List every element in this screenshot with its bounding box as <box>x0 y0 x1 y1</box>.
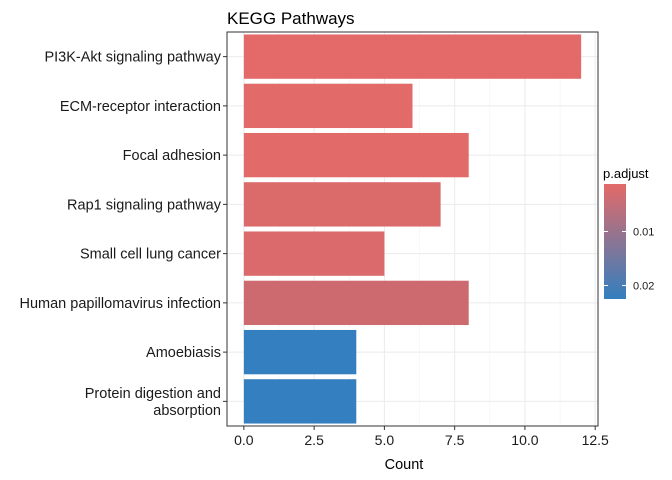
bar <box>243 329 357 375</box>
y-tick-label: Protein digestion and absorption <box>85 386 221 419</box>
bar <box>243 379 357 424</box>
plot-border <box>226 31 599 427</box>
bar <box>243 34 582 79</box>
bars <box>243 34 582 424</box>
x-tick-label: 0.0 <box>234 432 254 448</box>
legend-colorbar <box>604 184 626 299</box>
legend-title: p.adjust <box>603 166 649 181</box>
legend-ticks: 0.01 0.02 <box>604 227 654 293</box>
y-tick-label: Small cell lung cancer <box>80 247 221 263</box>
y-tick-label: PI3K-Akt signaling pathway <box>44 50 221 66</box>
x-axis-label: Count <box>385 457 424 473</box>
legend-tick-label: 0.01 <box>633 227 654 239</box>
bar <box>243 182 441 227</box>
legend-tick-label: 0.02 <box>633 281 654 293</box>
x-tick-label: 10.0 <box>511 432 538 448</box>
y-tick-label: Rap1 signaling pathway <box>67 197 222 213</box>
x-tick-label: 5.0 <box>375 432 395 448</box>
axes: 0.0 2.5 5.0 7.5 10.0 12.5 PI3K-Akt signaling p… <box>20 50 610 448</box>
x-tick-label: 12.5 <box>582 432 609 448</box>
y-tick-label: Focal adhesion <box>123 148 221 164</box>
x-tick-label: 7.5 <box>445 432 465 448</box>
y-tick-label: ECM-receptor interaction <box>60 99 221 115</box>
bar <box>243 231 385 276</box>
chart-title: KEGG Pathways <box>227 9 355 28</box>
bar <box>243 280 469 326</box>
y-tick-label: Amoebiasis <box>146 345 221 361</box>
x-tick-label: 2.5 <box>304 432 324 448</box>
legend: p.adjust 0.01 0.02 <box>603 166 654 299</box>
y-tick-label: Human papillomavirus infection <box>20 296 222 312</box>
bar <box>243 83 413 129</box>
bar <box>243 132 469 178</box>
